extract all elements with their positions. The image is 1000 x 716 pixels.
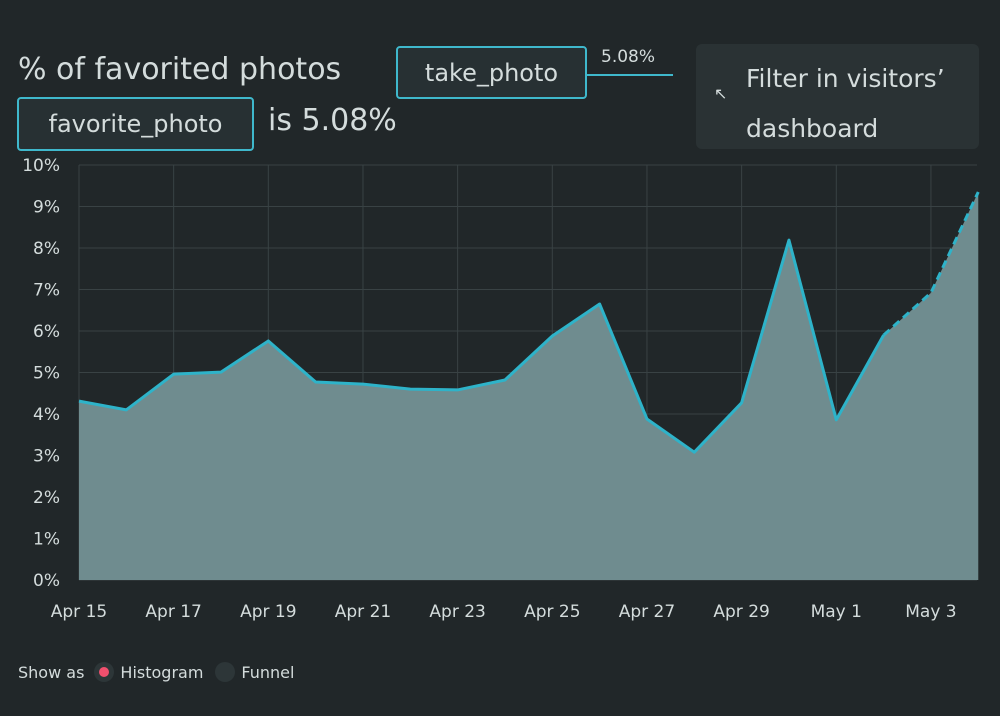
- y-tick-label: 7%: [33, 281, 60, 301]
- x-tick-label: Apr 21: [335, 602, 391, 622]
- histogram-radio[interactable]: [94, 662, 115, 682]
- filter-hint-line1: Filter in visitors’: [746, 64, 945, 93]
- funnel-radio[interactable]: [215, 662, 236, 682]
- funnel-label[interactable]: Funnel: [241, 662, 295, 682]
- x-tick-label: Apr 15: [51, 602, 107, 622]
- show-as-legend: Show as Histogram Funnel: [18, 662, 294, 682]
- x-tick-label: Apr 23: [429, 602, 485, 622]
- y-tick-label: 10%: [22, 156, 60, 176]
- chart-title: % of favorited photos: [18, 52, 342, 87]
- y-tick-label: 9%: [33, 198, 60, 218]
- event-b-pill[interactable]: favorite_photo: [17, 97, 254, 151]
- x-tick-label: Apr 29: [713, 602, 769, 622]
- histogram-label[interactable]: Histogram: [120, 662, 204, 682]
- y-tick-label: 6%: [33, 322, 60, 342]
- series-line: [78, 238, 885, 454]
- event-a-pill[interactable]: take_photo: [396, 46, 587, 99]
- y-tick-label: 1%: [33, 530, 60, 550]
- x-tick-label: Apr 27: [619, 602, 675, 622]
- x-tick-label: May 3: [905, 602, 956, 622]
- chart-title-suffix: is 5.08%: [268, 103, 397, 138]
- series-line-incomplete: [882, 191, 980, 337]
- x-tick-label: Apr 17: [145, 602, 201, 622]
- connector-value: 5.08%: [601, 47, 656, 67]
- y-tick-label: 2%: [33, 488, 60, 508]
- y-tick-label: 8%: [33, 239, 60, 259]
- filter-hint-line2: dashboard: [746, 114, 879, 143]
- arrow-up-left-icon: ↖: [714, 84, 728, 103]
- connector-line: [587, 74, 673, 76]
- x-tick-label: May 1: [811, 602, 862, 622]
- x-tick-label: Apr 19: [240, 602, 296, 622]
- show-as-label: Show as: [18, 662, 85, 682]
- y-tick-label: 0%: [33, 571, 60, 591]
- x-tick-label: Apr 25: [524, 602, 580, 622]
- y-tick-label: 4%: [33, 405, 60, 425]
- area-fill: [79, 191, 979, 580]
- filter-hint[interactable]: ↖ Filter in visitors’ dashboard: [696, 44, 979, 149]
- y-tick-label: 5%: [33, 364, 60, 384]
- y-tick-label: 3%: [33, 447, 60, 467]
